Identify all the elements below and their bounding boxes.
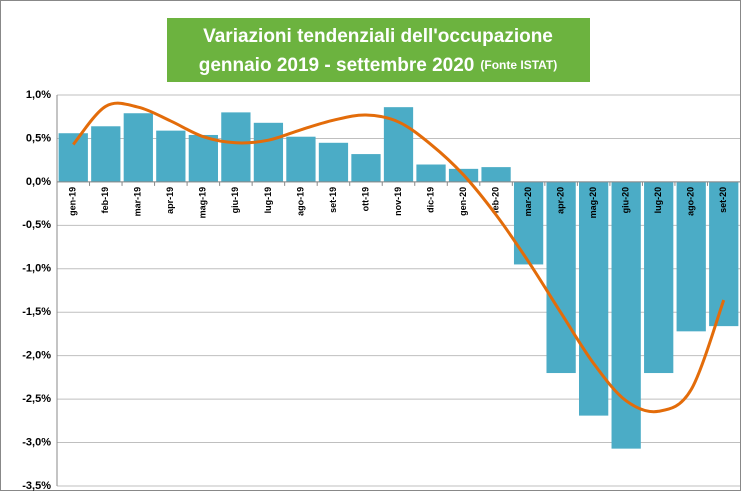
- x-tick-label: ago-20: [686, 187, 696, 216]
- x-tick-label: lug-20: [653, 187, 663, 214]
- x-tick-label: feb-19: [100, 187, 110, 214]
- y-tick-label: -2,0%: [22, 350, 51, 362]
- y-tick-label: -1,0%: [22, 263, 51, 275]
- bar: [91, 126, 121, 182]
- x-tick-label: apr-19: [165, 187, 175, 214]
- bar: [188, 134, 218, 182]
- y-tick-label: -2,5%: [22, 393, 51, 405]
- x-tick-label: mar-19: [133, 187, 143, 217]
- x-tick-label: set-20: [718, 187, 728, 213]
- bar: [351, 154, 381, 182]
- source-note: (Fonte ISTAT): [480, 58, 557, 72]
- bar: [513, 181, 544, 265]
- y-tick-label: 0,0%: [26, 176, 51, 188]
- x-tick-label: mag-20: [588, 187, 598, 219]
- chart-subtitle: gennaio 2019 - settembre 2020 (Fonte ISTA…: [199, 55, 558, 76]
- bar: [286, 136, 316, 182]
- bar: [221, 112, 251, 182]
- bar: [318, 142, 349, 182]
- x-tick-label: gen-20: [458, 187, 468, 216]
- trend-line: [72, 101, 726, 414]
- bar: [644, 181, 674, 374]
- y-tick-label: 1,0%: [26, 89, 51, 101]
- x-tick-label: gen-19: [68, 187, 78, 216]
- bar: [611, 181, 641, 449]
- x-tick-label: mar-20: [523, 187, 533, 217]
- x-tick-label: dic-19: [425, 187, 435, 213]
- x-tick-label: ott-19: [360, 187, 370, 212]
- y-tick-label: -3,0%: [22, 436, 51, 448]
- x-tick-label: mag-19: [198, 187, 208, 219]
- title-box: [167, 18, 590, 82]
- x-tick-label: nov-19: [393, 187, 403, 216]
- bar: [58, 133, 88, 182]
- y-tick-label: 0,5%: [26, 132, 51, 144]
- chart-title: Variazioni tendenziali dell'occupazione: [203, 26, 553, 47]
- x-tick-label: apr-20: [555, 187, 565, 214]
- bar: [416, 164, 446, 182]
- bar: [546, 181, 576, 374]
- y-tick-label: -0,5%: [22, 219, 51, 231]
- bar: [123, 113, 153, 182]
- bar: [481, 167, 511, 182]
- subtitle-text: gennaio 2019 - settembre 2020: [199, 55, 475, 76]
- y-tick-label: -1,5%: [22, 306, 51, 318]
- x-tick-label: ago-19: [295, 187, 305, 216]
- y-tick-label: -3,5%: [22, 480, 51, 491]
- x-tick-label: giu-20: [621, 187, 631, 214]
- x-tick-label: lug-19: [263, 187, 273, 214]
- x-tick-label: set-19: [328, 187, 338, 213]
- x-tick-label: giu-19: [230, 187, 240, 214]
- bar: [676, 181, 706, 332]
- bar: [156, 130, 186, 182]
- bar: [253, 122, 284, 182]
- x-tick-label: feb-20: [490, 187, 500, 214]
